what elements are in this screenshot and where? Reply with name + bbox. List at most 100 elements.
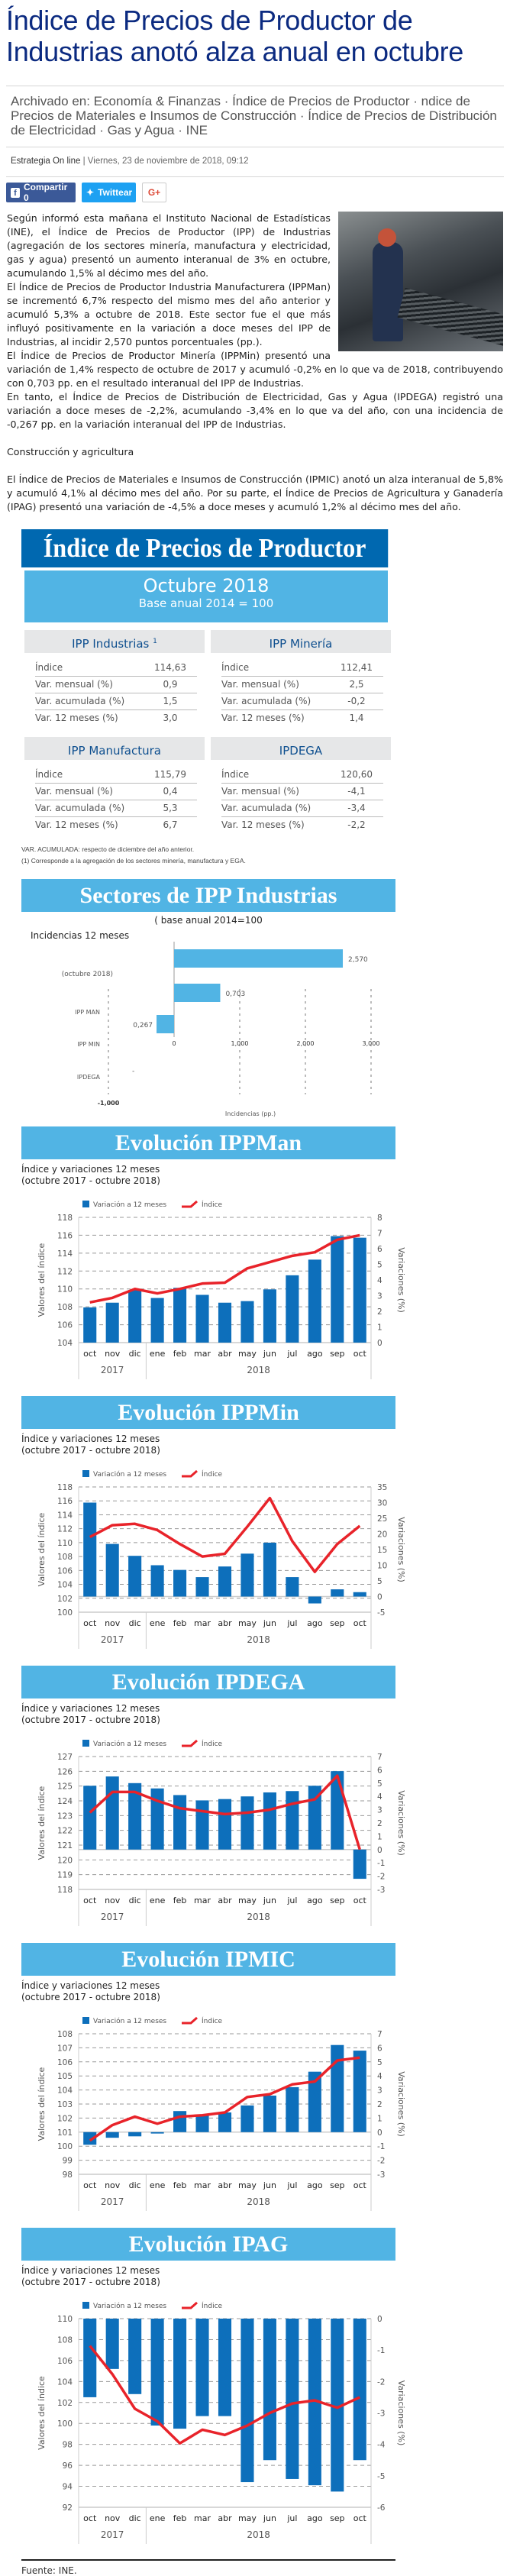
- x-tick-label: may: [238, 1349, 257, 1359]
- publish-date: | Viernes, 23 de noviembre de 2018, 09:1…: [82, 157, 249, 166]
- sectores-base: ( base anual 2014=100: [154, 915, 263, 926]
- table-row: Var. acumulada (%) 1,5: [35, 693, 197, 710]
- chart-subtitle: Índice y variaciones 12 meses (octubre 20…: [21, 1703, 160, 1725]
- y-left-tick-label: 108: [57, 1553, 73, 1562]
- x-tick-label: dic: [129, 2513, 141, 2523]
- x-tick-label: nov: [105, 2180, 121, 2190]
- x-tick-label: oct: [353, 1618, 367, 1628]
- index-table: IPDEGA Índice 120,60 Var. mensual (%) -4,1 V…: [211, 737, 391, 833]
- y-right-tick-label: 8: [377, 1214, 382, 1223]
- row-value: 3,0: [163, 713, 178, 724]
- row-value: 120,60: [330, 766, 383, 784]
- section-banner: Evolución IPPMin: [21, 1396, 395, 1429]
- y-right-tick-label: -3: [377, 2410, 385, 2419]
- x-tick-label: jun: [263, 1618, 276, 1628]
- y-left-tick-label: 106: [57, 1566, 73, 1576]
- variation-bar: [218, 2319, 232, 2416]
- facebook-share-label: Compartir 0: [23, 182, 68, 203]
- variation-bar: [240, 2105, 254, 2132]
- chart-annotation: (octubre 2018): [62, 971, 113, 978]
- x-tick-label: mar: [194, 2180, 211, 2190]
- y-left-tick-label: 102: [57, 1595, 73, 1604]
- chart-subtitle: Índice y variaciones 12 meses (octubre 20…: [21, 1433, 160, 1456]
- y-right-tick-label: 3: [377, 2086, 382, 2096]
- x-tick-label: ene: [150, 2513, 166, 2523]
- y-right-tick-label: -2: [377, 2377, 385, 2387]
- y-left-tick-label: 110: [57, 1539, 73, 1548]
- x-tick-label: sep: [330, 1618, 344, 1628]
- variation-bar: [308, 1259, 321, 1343]
- archived-in-tags[interactable]: Archivado en: Economía & Finanzas · Índi…: [11, 94, 497, 137]
- facebook-share-button[interactable]: f Compartir 0: [6, 182, 76, 203]
- x-tick-label: feb: [173, 1349, 187, 1359]
- x-tick-label: abr: [218, 2180, 232, 2190]
- notes: VAR. ACUMULADA: respecto de diciembre de…: [21, 844, 388, 867]
- y-right-tick-label: -1: [377, 1859, 385, 1868]
- sectores-banner: Sectores de IPP Industrias: [21, 879, 395, 912]
- table-title: IPP Industrias 1: [24, 630, 205, 653]
- y-left-axis-title: Valores del índice: [37, 1243, 47, 1317]
- variation-bar: [331, 1771, 344, 1850]
- combo-chart: 92 94 96 98 100 102 104 106 108 110 -6 -5 -4 -3 -2 -1 0 o…: [37, 2301, 406, 2544]
- variation-bar: [173, 2319, 187, 2429]
- y-right-tick-label: -3: [377, 1886, 385, 1895]
- y-right-tick-label: 1: [377, 2114, 382, 2123]
- y-left-tick-label: 114: [57, 1249, 73, 1259]
- row-value: -2,2: [347, 819, 366, 831]
- y-left-tick-label: 121: [57, 1841, 73, 1850]
- y-left-tick-label: 114: [57, 1511, 73, 1520]
- bar-ipp-min: [174, 984, 221, 1002]
- variation-bar: [150, 2132, 164, 2134]
- x-tick-label: may: [238, 2180, 257, 2190]
- variation-bar: [286, 1791, 299, 1850]
- x-tick-label: feb: [173, 1618, 187, 1628]
- y-right-axis-title: Variaciones (%): [396, 1517, 406, 1582]
- y-right-tick-label: 35: [377, 1483, 387, 1492]
- x-tick-label: nov: [105, 2513, 121, 2523]
- y-left-tick-label: 106: [57, 2058, 73, 2067]
- y-left-axis-title: Valores del índice: [37, 1786, 47, 1860]
- y-right-tick-label: 5: [377, 2058, 382, 2067]
- row-value: -4,1: [330, 783, 383, 800]
- paragraph: El Índice de Precios de Productor Minerí…: [7, 350, 503, 389]
- y-right-tick-label: 15: [377, 1546, 387, 1555]
- x-tick-label: 1,000: [231, 1040, 249, 1047]
- y-right-tick-label: -6: [377, 2503, 386, 2513]
- y-right-tick-label: -1: [377, 2346, 385, 2355]
- y-left-tick-label: 112: [57, 1525, 73, 1534]
- x-tick-label: oct: [353, 1349, 367, 1359]
- y-left-tick-label: 100: [57, 2419, 73, 2429]
- legend-label: Variación a 12 meses: [93, 1740, 166, 1748]
- chart-subtitle: Índice y variaciones 12 meses (octubre 20…: [21, 1980, 160, 2002]
- variation-bar: [308, 2071, 321, 2132]
- x-tick-label: abr: [218, 1618, 232, 1628]
- y-left-tick-label: 104: [57, 1339, 73, 1348]
- twitter-share-button[interactable]: ✦ Twittear: [82, 183, 136, 202]
- author[interactable]: Estrategia On line: [11, 157, 81, 166]
- y-right-tick-label: 7: [377, 1753, 382, 1762]
- article-body: Según informó esta mañana el Instituto N…: [6, 212, 504, 514]
- year-label: 2017: [101, 1365, 124, 1375]
- y-right-tick-label: 0: [377, 1846, 382, 1855]
- google-plus-share-button[interactable]: G+: [142, 183, 166, 202]
- variation-bar: [83, 1502, 97, 1597]
- variation-bar: [308, 1786, 321, 1850]
- variation-bar: [173, 2111, 187, 2132]
- legend-label: Índice: [202, 1200, 223, 1209]
- variation-bar: [105, 1543, 119, 1597]
- sectores-subtitle: Incidencias 12 meses: [31, 930, 130, 941]
- paragraph: El Índice de Precios de Productor Indust…: [7, 281, 331, 347]
- variation-bar: [218, 2112, 232, 2132]
- x-axis-title: Incidencias (pp.): [225, 1110, 276, 1117]
- x-tick-label: jul: [286, 1349, 297, 1359]
- y-left-tick-label: 125: [57, 1783, 73, 1792]
- section-banner: Evolución IPAG: [21, 2228, 395, 2261]
- table-row: Índice 120,60: [221, 766, 383, 784]
- variation-bar: [263, 2095, 276, 2132]
- legend-line-swatch: [182, 1739, 198, 1747]
- y-right-axis-title: Variaciones (%): [396, 2380, 406, 2446]
- x-tick-label: mar: [194, 1618, 211, 1628]
- x-tick-label: ago: [307, 1349, 323, 1359]
- variation-bar: [353, 2051, 366, 2132]
- x-tick-label: jun: [263, 1349, 276, 1359]
